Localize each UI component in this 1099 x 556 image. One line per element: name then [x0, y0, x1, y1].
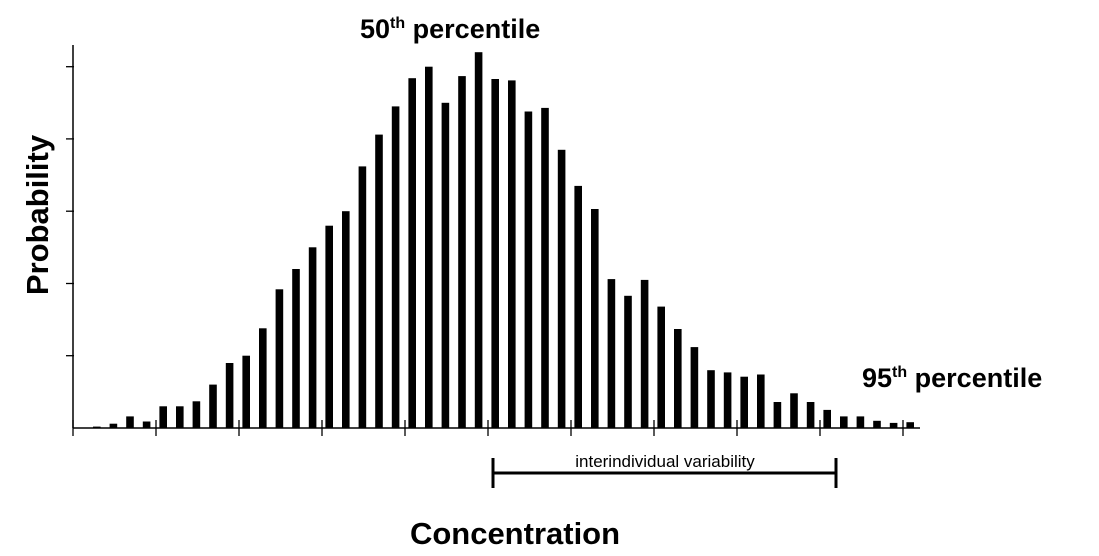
bar-41: [757, 374, 765, 428]
bar-39: [723, 372, 732, 428]
bar-49: [889, 422, 898, 428]
bar-9: [225, 363, 234, 428]
y-axis-label: Probability: [20, 134, 55, 295]
bar-35: [657, 306, 665, 428]
bar-21: [425, 66, 433, 428]
bar-15: [325, 225, 333, 428]
bar-12: [275, 289, 284, 428]
bar-19: [391, 106, 400, 429]
bar-27: [524, 111, 533, 428]
bar-43: [790, 393, 798, 428]
bar-26: [508, 80, 516, 429]
x-axis-label: Concentration: [410, 516, 620, 551]
bar-33: [624, 295, 632, 428]
bar-8: [209, 384, 217, 428]
bars-group: [93, 52, 914, 429]
bar-7: [192, 401, 201, 428]
bar-13: [292, 269, 300, 428]
percentile-50-label: 50th percentile: [360, 14, 540, 44]
bar-30: [574, 185, 582, 428]
bar-28: [541, 107, 549, 429]
bar-47: [856, 416, 865, 428]
bar-32: [607, 279, 616, 428]
bar-18: [375, 134, 383, 428]
bar-22: [441, 102, 450, 429]
bar-31: [591, 209, 599, 428]
bar-36: [674, 329, 682, 428]
bar-5: [159, 406, 167, 428]
bar-25: [491, 79, 499, 428]
variability-bracket: interindividual variability: [491, 452, 838, 488]
bar-20: [408, 78, 416, 428]
bar-10: [242, 355, 250, 428]
bar-17: [358, 166, 367, 428]
bar-29: [557, 149, 566, 429]
variability-label: interindividual variability: [575, 452, 755, 471]
bar-2: [109, 423, 118, 428]
bar-24: [474, 52, 483, 428]
bar-14: [308, 247, 317, 428]
bar-11: [259, 328, 267, 428]
bar-16: [342, 211, 350, 428]
bar-45: [823, 409, 831, 428]
bar-46: [840, 416, 848, 428]
bar-23: [458, 76, 466, 428]
bar-6: [176, 406, 184, 428]
bar-3: [126, 416, 134, 428]
percentile-95-label: 95th percentile: [862, 363, 1042, 393]
bar-44: [806, 402, 815, 428]
bar-42: [773, 402, 782, 428]
bar-48: [873, 420, 881, 428]
bar-4: [142, 421, 151, 428]
bar-50: [906, 422, 914, 428]
bar-40: [740, 376, 748, 428]
bar-34: [640, 279, 649, 428]
bar-38: [707, 370, 715, 428]
bar-37: [690, 347, 699, 428]
